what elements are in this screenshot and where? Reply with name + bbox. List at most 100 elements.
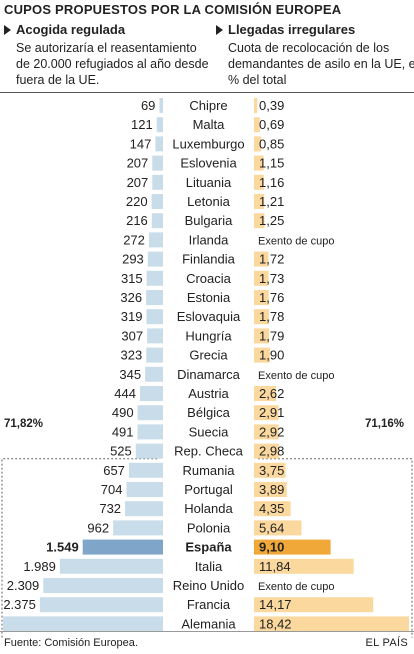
left-bar (139, 386, 163, 401)
category-label: Chipre (189, 98, 227, 113)
right-value-label: 2,91 (259, 405, 284, 420)
category-label: Bulgaria (185, 213, 233, 228)
left-bar (39, 597, 164, 613)
category-label: Eslovenia (180, 156, 237, 171)
bracket-right-line (258, 458, 413, 638)
right-value-label: 9,10 (259, 540, 284, 555)
credit: EL PAÍS (365, 637, 408, 649)
category-label: Suecia (189, 424, 230, 439)
left-value-label: 147 (130, 136, 152, 151)
right-value-label: 5,64 (259, 520, 284, 535)
right-bar (254, 251, 269, 267)
exempt-label: Exento de cupo (258, 370, 334, 382)
right-value-label: 2,98 (259, 444, 284, 459)
left-bar (43, 578, 164, 593)
category-label: Croacia (186, 271, 232, 286)
arrow-right-icon (4, 25, 11, 35)
right-bar (254, 174, 264, 190)
left-bar (147, 251, 163, 267)
left-bar (82, 539, 163, 555)
right-value-label: 0,69 (259, 117, 284, 132)
category-label: Polonia (187, 520, 231, 535)
left-bar (146, 309, 163, 325)
left-header-description: Se autorizaría el reasentamiento de 20.0… (16, 41, 209, 87)
category-label: Irlanda (189, 232, 230, 247)
left-value-label: 307 (121, 328, 143, 343)
left-bar (151, 213, 163, 229)
right-value-label: 18,42 (259, 616, 292, 631)
left-value-label: 319 (121, 309, 143, 324)
left-bar (151, 194, 163, 209)
left-value-label: 220 (126, 194, 148, 209)
left-value-label: 657 (103, 463, 125, 478)
left-bar (113, 520, 163, 536)
right-value-label: 3,75 (259, 463, 284, 478)
left-value-label: 326 (120, 290, 142, 305)
left-bar (59, 558, 163, 574)
right-bar (254, 501, 291, 517)
left-bar (125, 501, 163, 517)
left-value-label: 490 (112, 405, 134, 420)
right-bar (254, 558, 354, 574)
category-label: Estonia (187, 290, 231, 305)
category-label: Luxemburgo (172, 136, 244, 151)
right-bar (254, 136, 262, 152)
right-value-label: 1,78 (259, 309, 284, 324)
category-label: Rep. Checa (174, 444, 243, 459)
left-value-label: 121 (131, 117, 153, 132)
right-bar (254, 328, 270, 344)
category-label: Portugal (184, 482, 233, 497)
footer-divider (0, 631, 414, 632)
left-bar (146, 347, 163, 363)
category-label: Alemania (181, 616, 236, 631)
category-label: Lituania (186, 175, 232, 190)
right-bar (254, 347, 270, 363)
right-bar (254, 424, 279, 440)
right-bar (254, 520, 302, 536)
right-header-description: Cuota de recolocación de los demandantes… (228, 41, 414, 87)
category-label: Francia (187, 597, 231, 612)
left-bar (137, 424, 163, 440)
right-value-label: 2,92 (259, 424, 284, 439)
category-label: Hungría (185, 328, 232, 343)
right-value-label: 0,39 (259, 98, 284, 113)
category-label: España (185, 540, 232, 555)
category-label: Holanda (184, 501, 233, 516)
left-value-label: 962 (87, 520, 109, 535)
left-bar (147, 328, 163, 344)
left-value-label: 491 (112, 424, 134, 439)
left-value-label: 207 (127, 156, 149, 171)
left-bar (128, 462, 163, 478)
category-label: Eslovaquia (177, 309, 241, 324)
right-value-label: 1,15 (259, 156, 284, 171)
right-bar (254, 616, 409, 632)
left-value-label: 2.309 (7, 578, 40, 593)
right-value-label: 1,72 (259, 252, 284, 267)
right-bar (254, 270, 269, 286)
left-bar (148, 232, 163, 248)
right-bar (254, 290, 269, 305)
right-value-label: 1,16 (259, 175, 284, 190)
left-value-label: 525 (110, 444, 132, 459)
right-value-label: 14,17 (259, 597, 292, 612)
left-bar (152, 155, 163, 171)
right-bar (254, 443, 280, 459)
bracket-right-label: 71,16% (364, 418, 404, 430)
left-value-label: 444 (114, 386, 136, 401)
left-bar (156, 117, 163, 133)
right-value-label: 2,62 (259, 386, 284, 401)
category-label: Grecia (189, 348, 228, 363)
right-bar (254, 98, 258, 113)
right-bar (254, 386, 277, 401)
right-value-label: 11,84 (259, 559, 291, 574)
right-value-label: 1,79 (259, 328, 284, 343)
left-value-label: 704 (101, 482, 123, 497)
right-bar (254, 539, 331, 555)
left-bar (155, 136, 163, 152)
category-label: Finlandia (182, 252, 236, 267)
right-bar (254, 117, 260, 133)
right-value-label: 1,73 (259, 271, 284, 286)
category-label: Letonia (187, 194, 230, 209)
left-value-label: 315 (121, 271, 143, 286)
